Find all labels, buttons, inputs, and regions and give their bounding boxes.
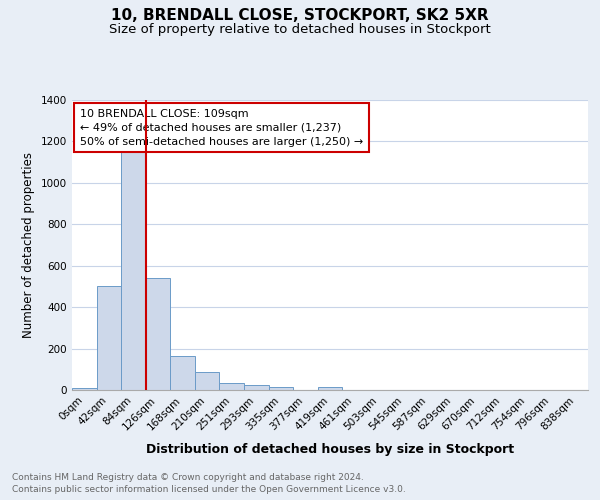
Bar: [72, 388, 97, 390]
Bar: [97, 286, 121, 390]
Text: Size of property relative to detached houses in Stockport: Size of property relative to detached ho…: [109, 22, 491, 36]
Text: 10 BRENDALL CLOSE: 109sqm
← 49% of detached houses are smaller (1,237)
50% of se: 10 BRENDALL CLOSE: 109sqm ← 49% of detac…: [80, 108, 363, 146]
Bar: [121, 151, 146, 390]
Text: Contains public sector information licensed under the Open Government Licence v3: Contains public sector information licen…: [12, 485, 406, 494]
Bar: [146, 278, 170, 390]
Bar: [170, 356, 195, 390]
Text: Distribution of detached houses by size in Stockport: Distribution of detached houses by size …: [146, 442, 514, 456]
Text: Contains HM Land Registry data © Crown copyright and database right 2024.: Contains HM Land Registry data © Crown c…: [12, 472, 364, 482]
Bar: [244, 386, 269, 390]
Y-axis label: Number of detached properties: Number of detached properties: [22, 152, 35, 338]
Bar: [220, 383, 244, 390]
Text: 10, BRENDALL CLOSE, STOCKPORT, SK2 5XR: 10, BRENDALL CLOSE, STOCKPORT, SK2 5XR: [111, 8, 489, 22]
Bar: [195, 372, 220, 390]
Bar: [269, 387, 293, 390]
Bar: [318, 388, 342, 390]
